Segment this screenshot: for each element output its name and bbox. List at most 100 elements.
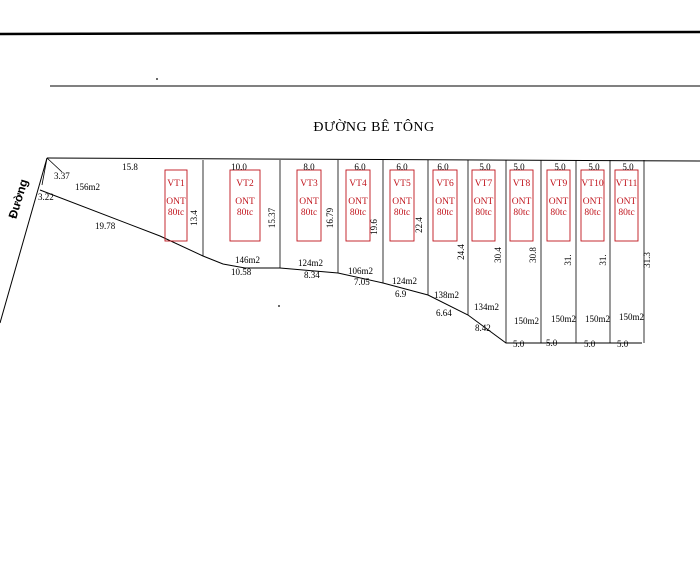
plot-depth-dim-vt3: 16.79 xyxy=(325,207,335,228)
plot-quota-vt11: 80tc xyxy=(618,208,634,218)
plot-front-dim-vt5: 6.0 xyxy=(396,162,408,172)
plot-area-vt3: 124m2 xyxy=(298,258,323,268)
plot-label-box-vt8 xyxy=(509,169,534,242)
plot-front-dim-vt11: 5.0 xyxy=(622,162,634,172)
plot-id-vt9: VT9 xyxy=(550,179,568,189)
plot-area-vt7: 134m2 xyxy=(474,302,499,312)
edge-dim-left-top: 3.37 xyxy=(54,171,70,181)
plot-front-dim-vt7: 5.0 xyxy=(479,162,491,172)
plot-front-dim-vt3: 8.0 xyxy=(303,162,315,172)
plot-front-dim-vt4: 6.0 xyxy=(354,162,366,172)
plot-landuse-vt1: ONT xyxy=(166,197,186,207)
plot-rear-dim-vt9: 5.0 xyxy=(546,338,558,348)
plot-depth-dim-vt8: 30.8 xyxy=(528,247,538,263)
plot-rear-dim-vt3: 8.34 xyxy=(304,270,320,280)
plot-landuse-vt3: ONT xyxy=(299,197,319,207)
plot-quota-vt3: 80tc xyxy=(301,208,317,218)
plot-quota-vt8: 80tc xyxy=(513,208,529,218)
plot-label-box-vt5 xyxy=(389,169,415,242)
corner-line xyxy=(46,157,63,173)
plot-depth-dim-vt7: 30.4 xyxy=(493,247,503,263)
edge-dim-left-bottom: 3.22 xyxy=(38,192,54,202)
plot-rear-dim-vt8: 5.0 xyxy=(513,339,525,349)
survey-dot xyxy=(156,78,158,80)
plot-id-vt4: VT4 xyxy=(349,179,367,189)
plot-depth-dim-vt9: 31. xyxy=(563,254,573,265)
plot-landuse-vt2: ONT xyxy=(235,197,255,207)
plot-depth-dim-vt2: 15.37 xyxy=(267,207,277,228)
plot-quota-vt4: 80tc xyxy=(350,208,366,218)
plot-id-vt3: VT3 xyxy=(300,179,318,189)
plot-quota-vt7: 80tc xyxy=(475,208,491,218)
plot-id-vt11: VT11 xyxy=(616,179,638,189)
plot-landuse-vt9: ONT xyxy=(549,197,569,207)
plot-dividers xyxy=(202,160,645,343)
plot-label-box-vt11 xyxy=(614,169,639,242)
plot-label-box-vt6 xyxy=(432,169,458,242)
plot-landuse-vt11: ONT xyxy=(617,197,637,207)
plot-area-vt1: 156m2 xyxy=(75,182,100,192)
plot-landuse-vt10: ONT xyxy=(583,197,603,207)
plot-area-vt4: 106m2 xyxy=(348,266,373,276)
plot-landuse-vt7: ONT xyxy=(474,197,494,207)
concrete-road-label: ĐƯỜNG BÊ TÔNG xyxy=(313,118,434,135)
plot-depth-dim-vt5: 22.4 xyxy=(414,217,424,233)
plot-id-vt2: VT2 xyxy=(236,179,254,189)
plot-id-vt5: VT5 xyxy=(393,179,411,189)
plot-front-dim-vt1: 15.8 xyxy=(122,162,138,172)
plot-front-dim-vt2: 10.0 xyxy=(231,162,247,172)
plot-area-vt6: 138m2 xyxy=(434,290,459,300)
plot-front-dim-vt8: 5.0 xyxy=(513,162,525,172)
plot-label-box-vt10 xyxy=(580,169,605,242)
plot-area-vt8: 150m2 xyxy=(514,316,539,326)
survey-dot xyxy=(278,305,280,307)
plot-id-vt6: VT6 xyxy=(436,179,454,189)
plot-depth-dim-vt11: 31.3 xyxy=(642,252,652,268)
corner-line xyxy=(41,157,48,186)
plot-area-vt11: 150m2 xyxy=(619,312,644,322)
top-border-line xyxy=(0,30,700,36)
plot-rear-dim-vt6: 6.64 xyxy=(436,308,452,318)
plot-id-vt10: VT10 xyxy=(581,179,603,189)
side-road-label: Đường xyxy=(6,177,31,220)
plot-quota-vt10: 80tc xyxy=(584,208,600,218)
plot-depth-dim-vt6: 24.4 xyxy=(456,244,466,260)
plot-area-vt9: 150m2 xyxy=(551,314,576,324)
plot-landuse-vt4: ONT xyxy=(348,197,368,207)
plot-id-vt8: VT8 xyxy=(513,179,531,189)
plot-label-box-vt4 xyxy=(345,169,371,242)
plot-label-box-vt3 xyxy=(296,169,322,242)
plot-rear-dim-vt2: 10.58 xyxy=(231,267,252,277)
plot-rear-dim-vt4: 7.05 xyxy=(354,277,370,287)
plot-front-dim-vt9: 5.0 xyxy=(554,162,566,172)
plot-area-vt10: 150m2 xyxy=(585,314,610,324)
plot-rear-dim-vt5: 6.9 xyxy=(395,289,407,299)
plot-rear-dim-vt10: 5.0 xyxy=(584,339,596,349)
side-road-edge xyxy=(0,157,48,324)
plot-area-vt2: 146m2 xyxy=(235,255,260,265)
plot-rear-dim-vt11: 5.0 xyxy=(617,339,629,349)
plot-label-box-vt7 xyxy=(471,169,496,242)
plot-id-vt1: VT1 xyxy=(167,179,185,189)
front-boundary xyxy=(46,157,700,162)
plot-front-dim-vt6: 6.0 xyxy=(437,162,449,172)
plot-quota-vt6: 80tc xyxy=(437,208,453,218)
plot-landuse-vt8: ONT xyxy=(512,197,532,207)
edge-dim-plot1-back: 19.78 xyxy=(95,221,116,231)
plot-depth-dim-vt4: 19.6 xyxy=(369,219,379,235)
plot-label-box-vt2 xyxy=(229,169,261,242)
plot-landuse-vt6: ONT xyxy=(435,197,455,207)
plot-depth-dim-vt1: 13.4 xyxy=(189,210,199,226)
rear-boundary xyxy=(39,189,642,344)
plot-quota-vt2: 80tc xyxy=(237,208,253,218)
plot-rear-dim-vt7: 8.42 xyxy=(475,323,491,333)
plot-label-box-vt1 xyxy=(164,169,188,242)
plot-quota-vt1: 80tc xyxy=(168,208,184,218)
plot-label-box-vt9 xyxy=(546,169,571,242)
plot-area-vt5: 124m2 xyxy=(392,276,417,286)
plot-quota-vt5: 80tc xyxy=(394,208,410,218)
plot-front-dim-vt10: 5.0 xyxy=(588,162,600,172)
plot-quota-vt9: 80tc xyxy=(550,208,566,218)
